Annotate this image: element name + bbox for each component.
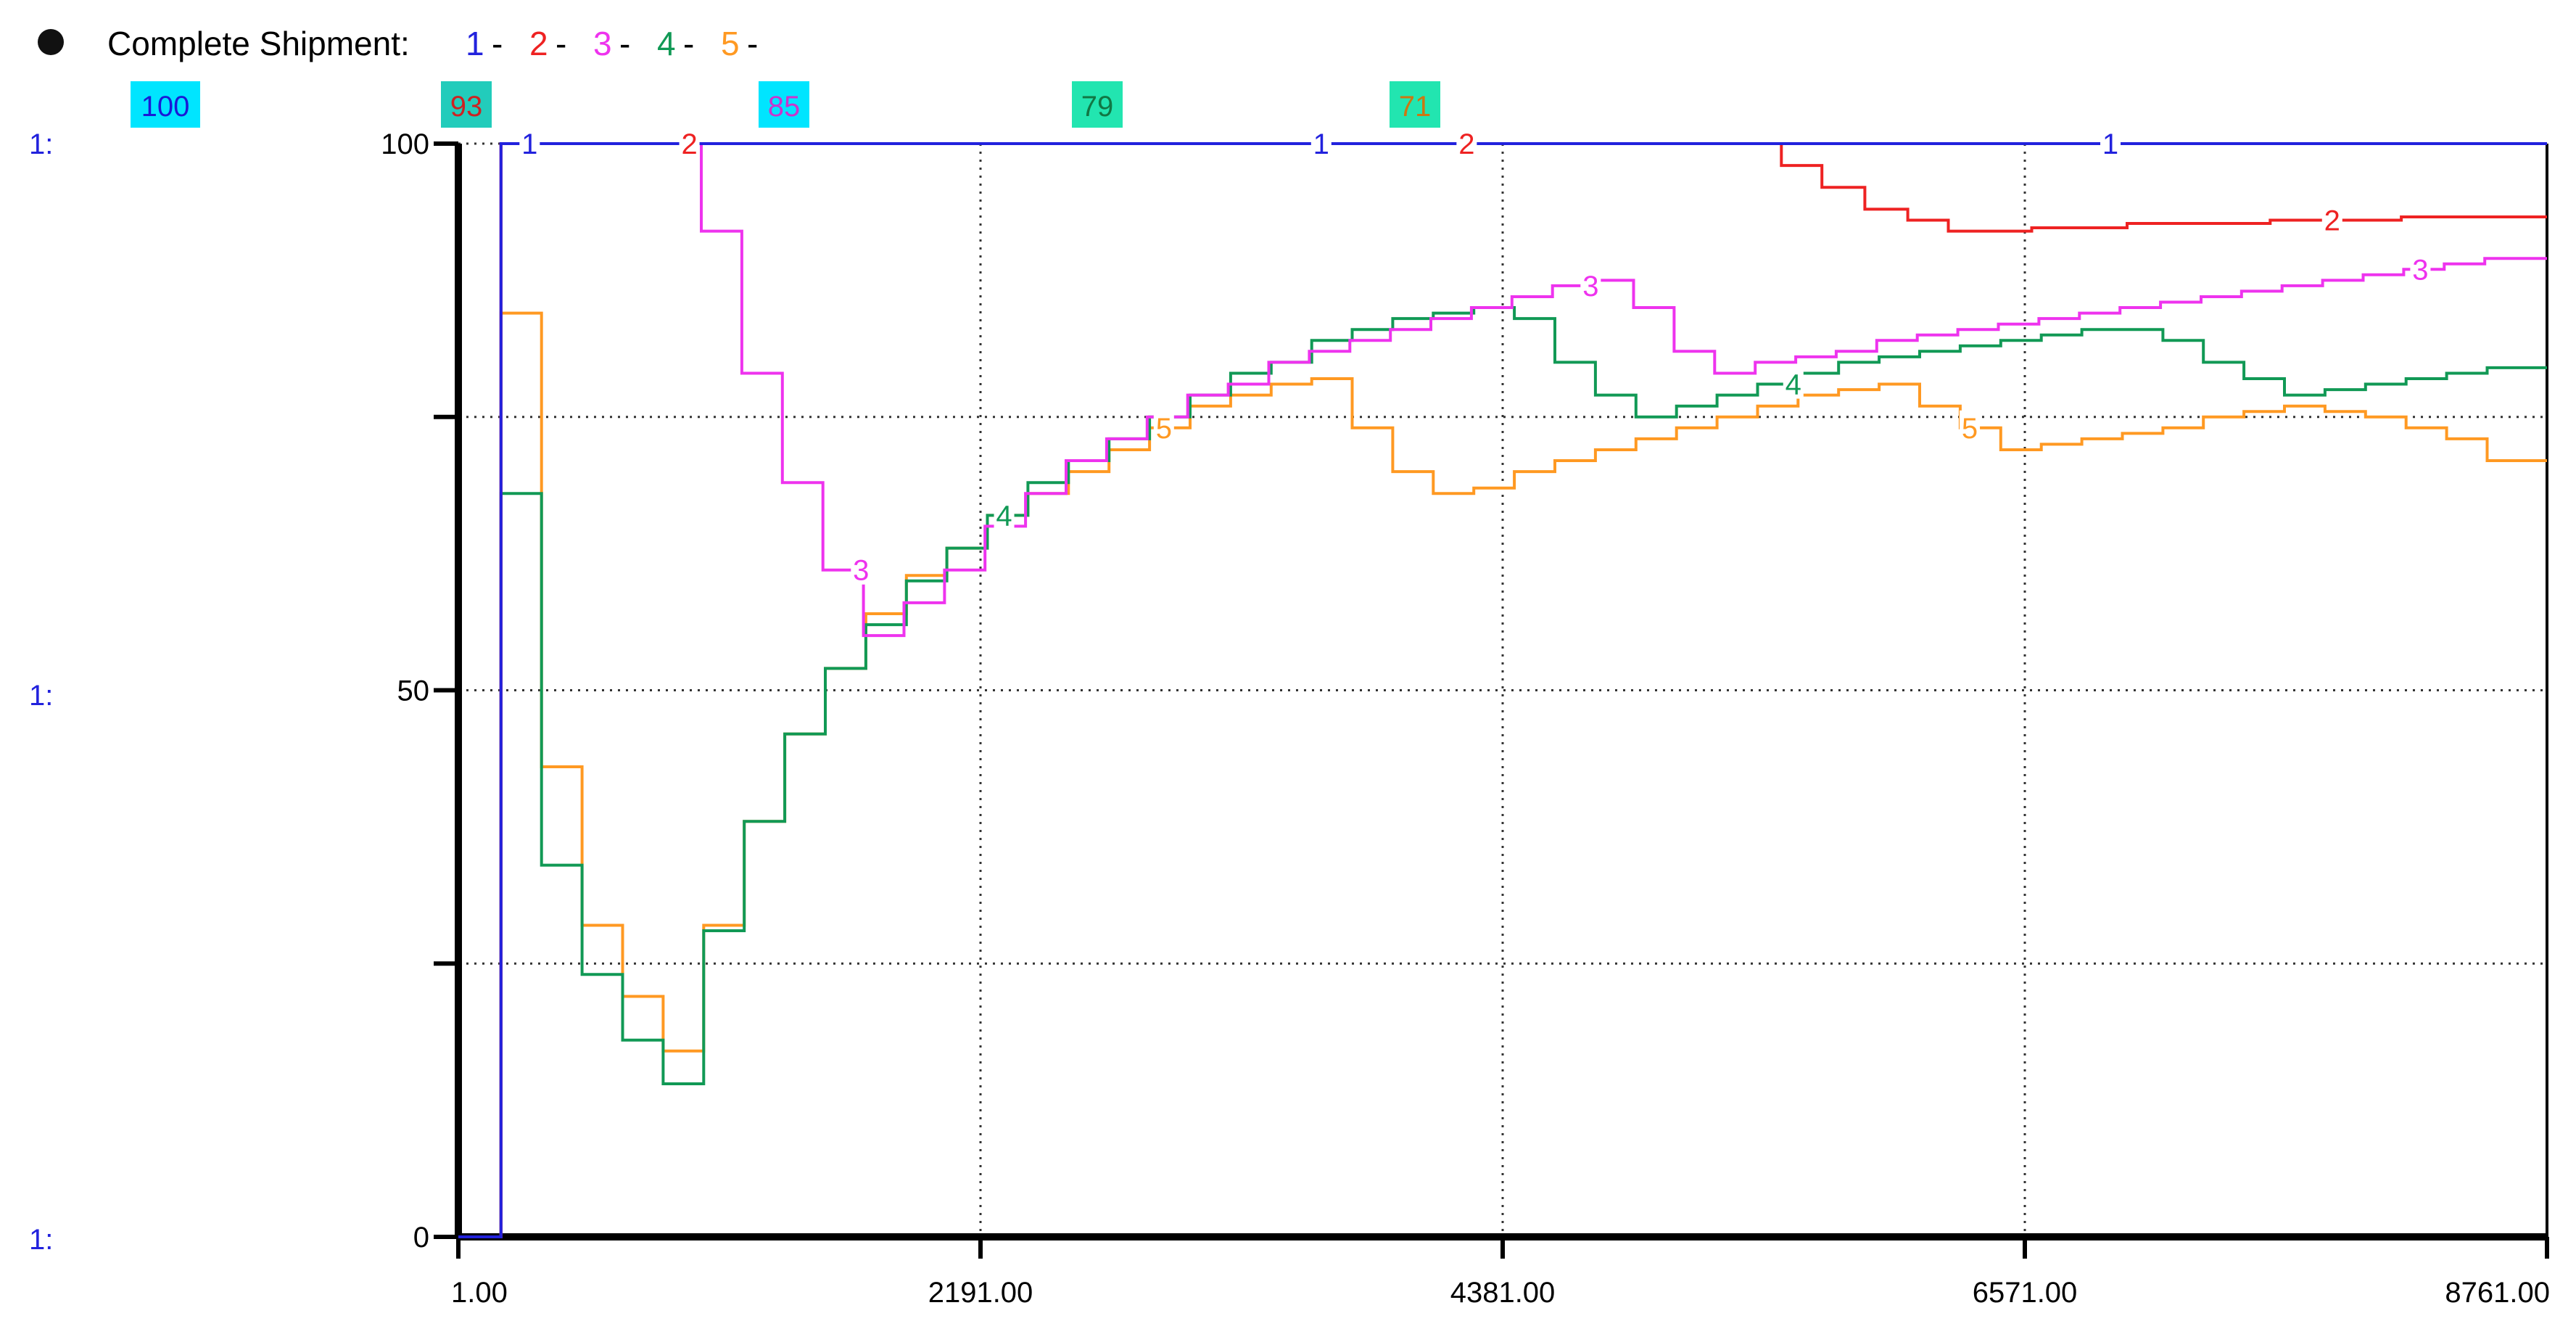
inline-label-1: 1 [1313, 128, 1329, 160]
x-tick-label: 8761.00 [2445, 1277, 2550, 1309]
value-box-bg [131, 81, 200, 128]
x-tick-label: 2191.00 [928, 1277, 1033, 1309]
y-tick-label: 50 [397, 675, 430, 707]
inline-label-5: 5 [1962, 413, 1978, 445]
inline-label-bg [1456, 126, 1477, 158]
legend-separator: - [556, 25, 566, 62]
row-labels: 1: 1: 1: [29, 128, 53, 1256]
legend-item-3: 3 [593, 25, 612, 62]
value-box-3: 85 [759, 81, 809, 128]
legend-separator: - [619, 25, 630, 62]
value-box-bg [441, 81, 492, 128]
value-box-text: 100 [141, 91, 190, 123]
value-box-bg [1390, 81, 1440, 128]
value-box-5: 71 [1390, 81, 1440, 128]
inline-label-3: 3 [853, 555, 869, 587]
value-boxes: 100 93 85 79 71 [131, 81, 1440, 128]
graph-pad-icon[interactable] [38, 29, 64, 55]
legend-item-1: 1 [466, 25, 484, 62]
inline-label-1: 1 [2102, 128, 2118, 160]
legend-separator: - [683, 25, 694, 62]
legend: 1-2-3-4-5- [466, 25, 758, 62]
inline-label-2: 2 [1458, 128, 1474, 160]
inline-label-bg [1960, 410, 1981, 443]
row-label-bottom: 1: [29, 1224, 53, 1256]
y-tick-label: 0 [413, 1222, 429, 1254]
y-tick-labels: 100 50 0 [381, 128, 429, 1254]
x-tick-labels: 1.00 2191.00 4381.00 6571.00 8761.00 [451, 1277, 2550, 1309]
header: Complete Shipment: 1-2-3-4-5- [38, 25, 758, 62]
row-label-top: 1: [29, 128, 53, 160]
inline-label-1: 1 [521, 128, 537, 160]
inline-label-4: 4 [996, 500, 1012, 532]
axes [434, 141, 2549, 1259]
graph-title: Complete Shipment: [107, 25, 410, 62]
inline-label-bg [1580, 268, 1601, 300]
value-box-text: 85 [768, 91, 801, 123]
legend-item-5: 5 [721, 25, 740, 62]
value-box-2: 93 [441, 81, 492, 128]
x-tick-label: 6571.00 [1973, 1277, 2078, 1309]
legend-item-4: 4 [657, 25, 676, 62]
value-box-4: 79 [1072, 81, 1123, 128]
inline-label-2: 2 [681, 128, 697, 160]
inline-label-bg [2321, 202, 2342, 235]
inline-label-bg [1783, 366, 1804, 399]
inline-label-5: 5 [1156, 413, 1172, 445]
x-tick-label: 4381.00 [1450, 1277, 1556, 1309]
x-tick-label: 1.00 [451, 1277, 508, 1309]
y-tick-label: 100 [381, 128, 429, 160]
value-box-text: 79 [1081, 91, 1114, 123]
legend-separator: - [747, 25, 758, 62]
inline-label-bg [994, 498, 1015, 530]
value-box-1: 100 [131, 81, 200, 128]
legend-item-2: 2 [529, 25, 548, 62]
inline-label-bg [679, 126, 700, 158]
inline-label-bg [851, 552, 872, 585]
inline-label-4: 4 [1786, 369, 1801, 401]
row-label-mid: 1: [29, 680, 53, 712]
legend-separator: - [492, 25, 503, 62]
series-line-2 [458, 142, 2547, 1238]
inline-label-bg [2410, 252, 2431, 284]
inline-label-bg [1310, 126, 1332, 158]
inline-label-2: 2 [2324, 205, 2340, 236]
series-lines [458, 142, 2547, 1238]
inline-label-bg [519, 126, 540, 158]
inline-label-bg [2100, 126, 2121, 158]
inline-label-bg [1153, 410, 1174, 443]
inline-label-3: 3 [1582, 271, 1598, 303]
series-inline-labels: 1 1 1 2 2 2 3 3 3 4 4 5 5 [519, 126, 2431, 587]
value-box-text: 71 [1399, 91, 1432, 123]
value-box-bg [759, 81, 809, 128]
value-box-text: 93 [450, 91, 483, 123]
series-line-1 [458, 142, 2547, 1238]
series-line-3 [458, 142, 2547, 1238]
inline-label-3: 3 [2412, 254, 2428, 286]
value-box-bg [1072, 81, 1123, 128]
